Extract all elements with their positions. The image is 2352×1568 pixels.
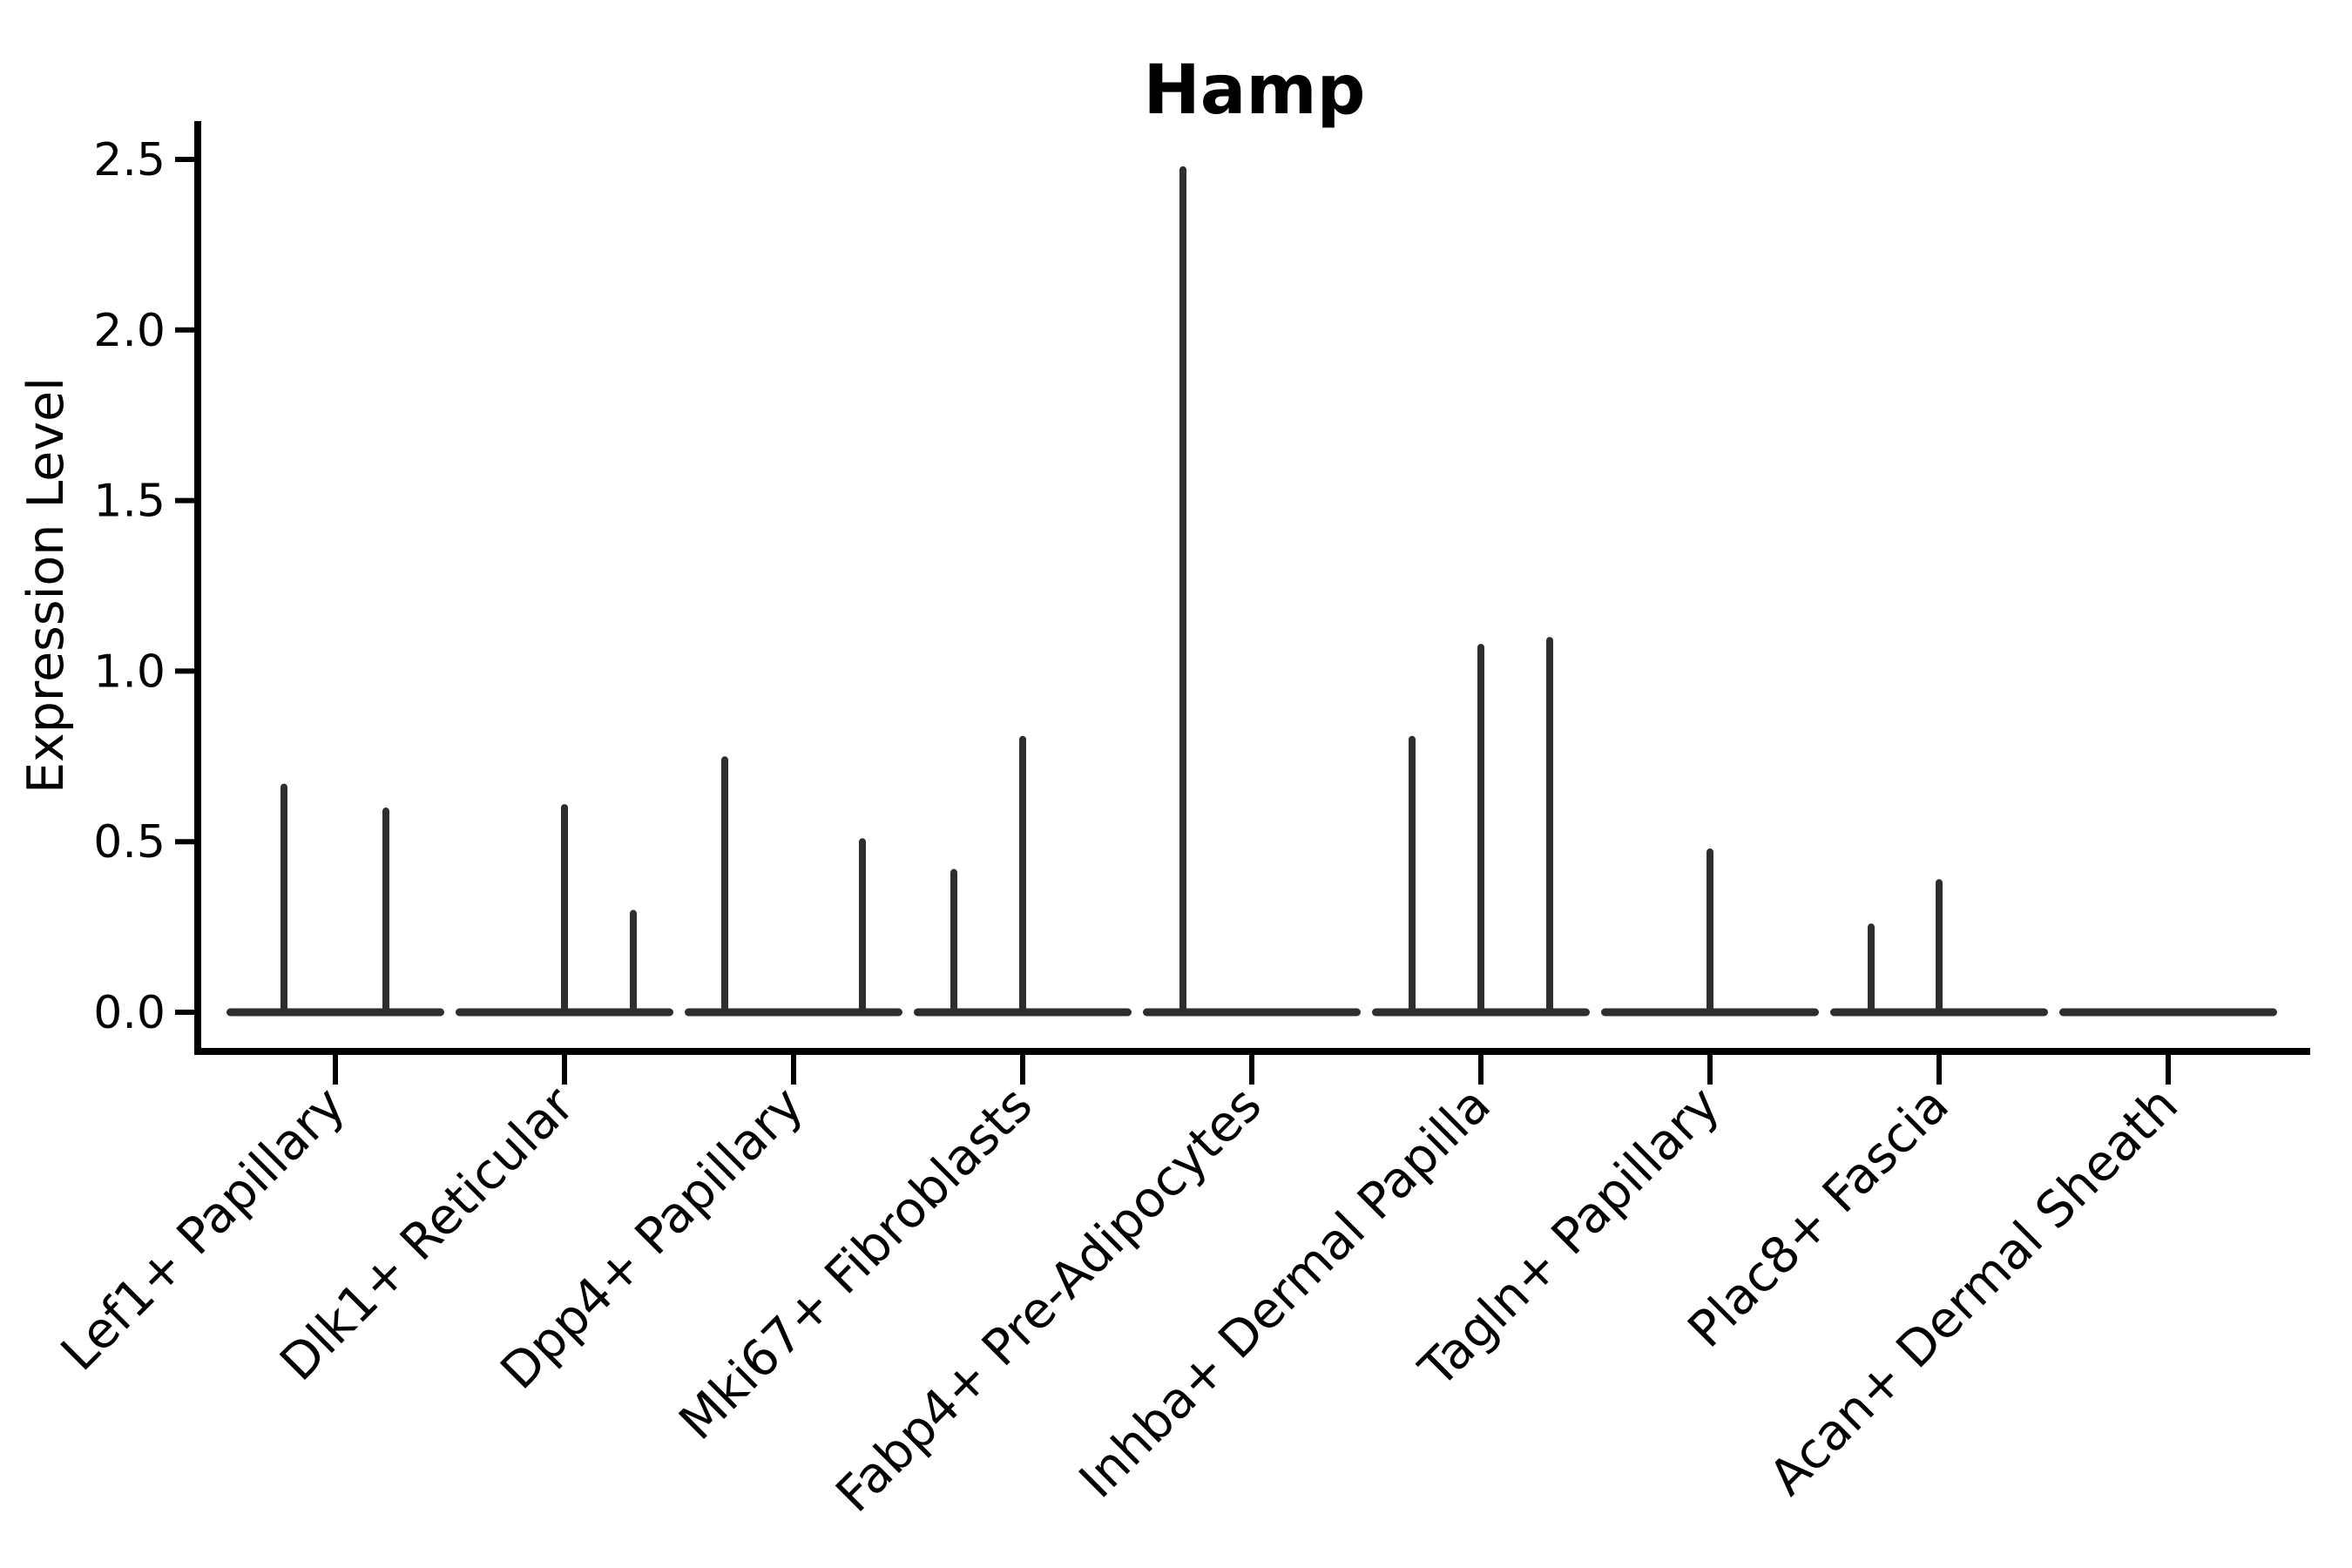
- chart-title: Hamp: [1143, 51, 1365, 130]
- y-axis-ticks: 0.0 0.5 1.0 1.5 2.0 2.5: [93, 134, 198, 1039]
- violin: [685, 756, 902, 1017]
- y-tick-label: 1.0: [93, 645, 166, 698]
- violin: [1830, 879, 2048, 1017]
- violin: [1372, 637, 1590, 1017]
- violin: [226, 783, 444, 1017]
- y-tick-label: 0.0: [93, 987, 166, 1039]
- violin: [1143, 166, 1361, 1017]
- y-tick-label: 2.0: [93, 305, 166, 357]
- y-tick-label: 1.5: [93, 476, 166, 528]
- violin: [1601, 848, 1819, 1017]
- y-tick-label: 2.5: [93, 134, 166, 186]
- violin-series: [226, 166, 2277, 1017]
- y-axis-label: Expression Level: [17, 377, 75, 794]
- violin: [914, 735, 1132, 1017]
- violin: [456, 804, 673, 1017]
- y-tick-label: 0.5: [93, 816, 166, 868]
